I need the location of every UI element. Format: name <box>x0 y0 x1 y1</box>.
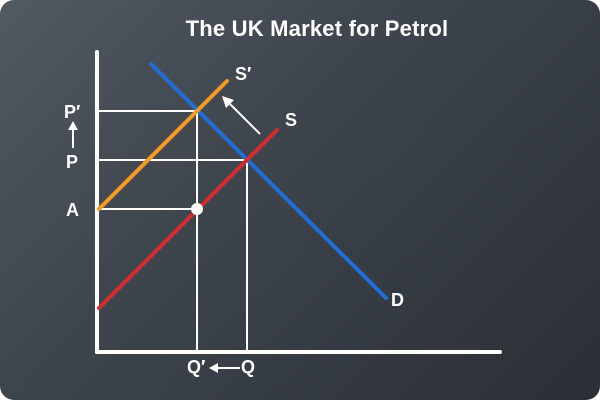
label-d: D <box>391 290 404 310</box>
label-q-prime: Q′ <box>187 357 205 377</box>
label-s: S <box>285 110 297 130</box>
price-increase-arrow <box>68 121 78 148</box>
label-p: P <box>66 152 78 172</box>
label-a: A <box>66 200 79 220</box>
demand-curve <box>149 62 388 300</box>
supply-shift-arrow <box>222 96 261 135</box>
label-q: Q <box>241 357 255 377</box>
supply-curve <box>97 128 279 310</box>
label-s-prime: S′ <box>235 64 251 84</box>
supply-shifted-curve <box>97 79 229 211</box>
quantity-decrease-arrow <box>209 363 240 373</box>
label-p-prime: P′ <box>64 102 80 122</box>
tax-point-marker <box>191 203 203 215</box>
diagram-title: The UK Market for Petrol <box>185 16 449 41</box>
